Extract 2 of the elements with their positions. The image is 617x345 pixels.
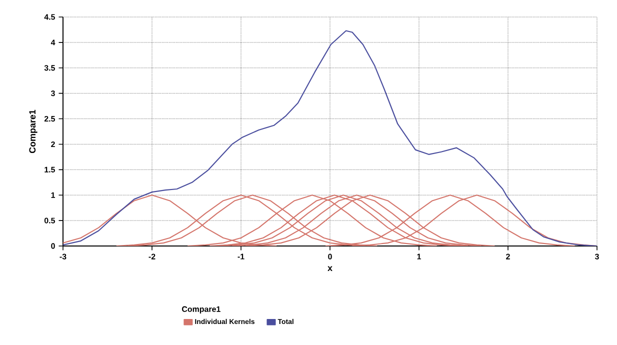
y-axis-title: Compare1 <box>29 110 38 154</box>
x-axis-title: x <box>328 266 332 272</box>
